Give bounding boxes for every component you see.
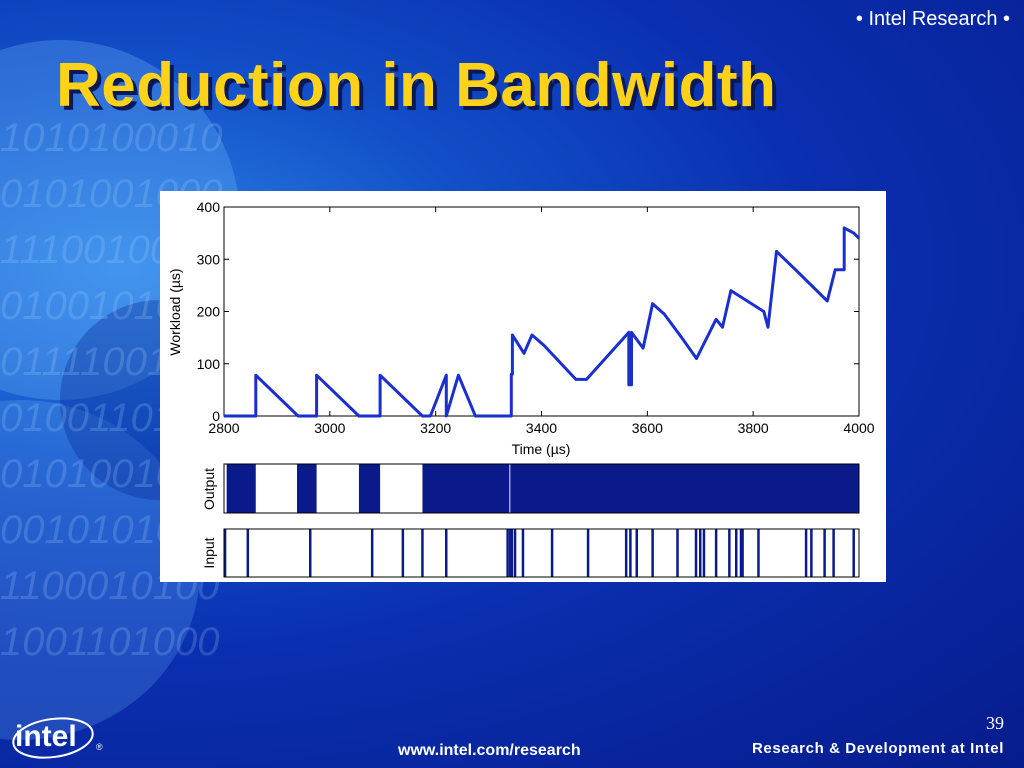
footer-url: www.intel.com/research	[398, 742, 581, 759]
x-tick-label: 4000	[843, 420, 874, 436]
y-axis-label: Workload (µs)	[167, 268, 183, 355]
header-tag: • Intel Research •	[855, 8, 1010, 30]
logo-registered-mark: ®	[96, 742, 103, 752]
output-busy-interval	[358, 464, 381, 513]
x-tick-label: 2800	[208, 420, 239, 436]
x-tick-label: 3000	[314, 420, 345, 436]
footer-tagline: Research & Development at Intel	[751, 740, 1004, 757]
input-panel-label: Input	[201, 537, 217, 568]
logo-swoosh	[12, 717, 94, 759]
chart-figure: 2800 3000 3200 3400 3600 3800 4000 0 100 200 300 40…	[160, 191, 886, 582]
output-busy-interval	[297, 464, 317, 513]
x-tick-label: 3800	[738, 420, 769, 436]
y-tick-label: 200	[197, 304, 221, 320]
input-panel-frame	[223, 528, 860, 578]
page-number: 39	[986, 713, 1004, 733]
y-tick-label: 0	[212, 408, 220, 424]
workload-series-line	[224, 226, 861, 418]
output-panel-frame	[223, 463, 860, 514]
logo-wordmark: intel	[15, 720, 77, 753]
x-axis-label: Time (µs)	[512, 441, 571, 457]
intel-logo: intel ®	[10, 710, 110, 768]
output-busy-interval	[226, 464, 256, 513]
output-busy-interval	[422, 464, 859, 513]
y-tick-label: 100	[197, 356, 221, 372]
y-tick-label: 400	[197, 199, 221, 215]
output-panel-label: Output	[201, 468, 217, 510]
workload-chart: 2800 3000 3200 3400 3600 3800 4000 0 100 200 300 40…	[167, 199, 875, 578]
y-tick-label: 300	[197, 251, 221, 267]
x-tick-label: 3600	[632, 420, 663, 436]
slide-title: Reduction in Bandwidth	[56, 51, 777, 120]
x-tick-label: 3400	[526, 420, 557, 436]
x-tick-label: 3200	[420, 420, 451, 436]
